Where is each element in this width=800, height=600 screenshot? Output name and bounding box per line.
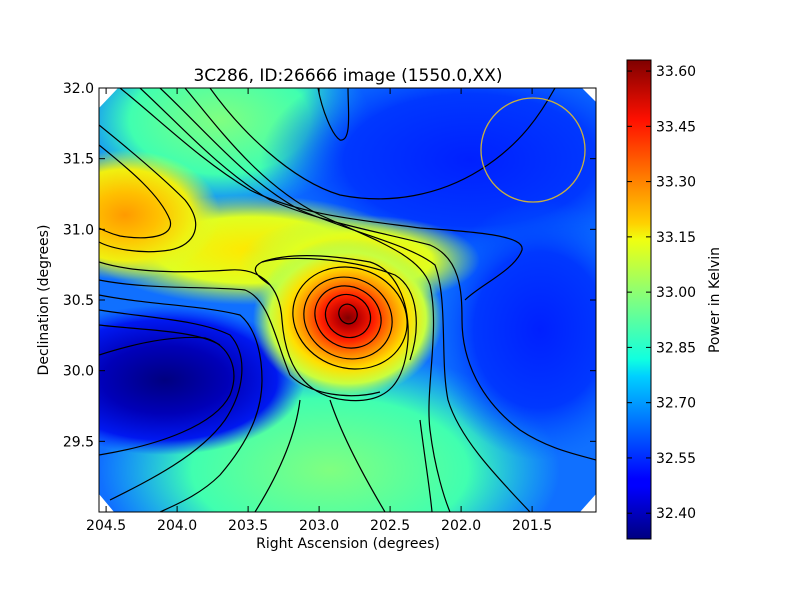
x-tick-label-0: 204.5 — [86, 518, 126, 534]
x-tick-label-2: 203.5 — [228, 518, 268, 534]
x-axis-label: Right Ascension (degrees) — [256, 536, 440, 552]
contour-lines — [99, 88, 596, 512]
y-tick-label-1: 31.5 — [63, 152, 94, 168]
colorbar-label: Power in Kelvin — [707, 247, 723, 353]
beam-circle — [480, 97, 586, 203]
chart-title: 3C286, ID:26666 image (1550.0,XX) — [193, 66, 502, 86]
heatmap-image — [99, 88, 596, 512]
colorbar-tick-label-6: 32.70 — [656, 396, 696, 412]
x-tick-label-1: 204.0 — [157, 518, 197, 534]
colorbar-tick-label-0: 33.60 — [656, 64, 696, 80]
colorbar-tick-label-3: 33.15 — [656, 230, 696, 246]
x-tick-label-3: 203.0 — [299, 518, 339, 534]
x-tick-label-5: 202.0 — [441, 518, 481, 534]
colorbar-tick-label-1: 33.45 — [656, 119, 696, 135]
x-axis-ticks: 204.5 204.0 203.5 203.0 202.5 202.0 201.5 — [86, 88, 552, 534]
y-tick-label-2: 31.0 — [63, 222, 94, 238]
y-axis-ticks: 32.0 31.5 31.0 30.5 30.0 29.5 — [63, 81, 596, 450]
colorbar-tick-label-5: 32.85 — [656, 340, 696, 356]
colorbar-tick-label-7: 32.55 — [656, 451, 696, 467]
y-tick-label-4: 30.0 — [63, 364, 94, 380]
colorbar-ticks: 33.60 33.45 33.30 33.15 33.00 32.85 32.70 32.55… — [627, 64, 696, 522]
colorbar-tick-label-8: 32.40 — [656, 506, 696, 522]
y-tick-label-0: 32.0 — [63, 81, 94, 97]
colorbar — [626, 59, 652, 540]
colorbar-tick-label-2: 33.30 — [656, 175, 696, 191]
y-axis-label: Declination (degrees) — [36, 225, 52, 376]
y-tick-label-5: 29.5 — [63, 434, 94, 450]
y-tick-label-3: 30.5 — [63, 293, 94, 309]
x-tick-label-6: 201.5 — [512, 518, 552, 534]
x-tick-label-4: 202.5 — [370, 518, 410, 534]
colorbar-tick-label-4: 33.00 — [656, 285, 696, 301]
